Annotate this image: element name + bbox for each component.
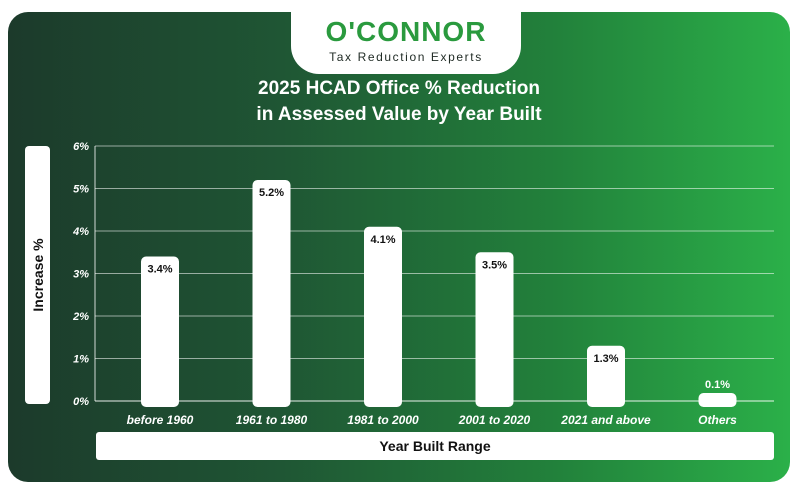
bar-value-label: 1.3% — [593, 353, 618, 365]
x-tick-label: 1961 to 1980 — [236, 413, 308, 427]
bar-value-label: 3.5% — [482, 259, 507, 271]
bar — [252, 180, 291, 407]
bar-value-label: 5.2% — [259, 187, 284, 199]
bar — [698, 393, 737, 407]
bar-value-label: 0.1% — [705, 379, 730, 391]
bar-chart-plot: 0% 1% 2% 3% 4% 5% 6% 3.4% before 1960 5.2% 1961 to… — [72, 141, 774, 427]
brand-name: O'CONNOR — [325, 16, 487, 47]
x-tick-label: Others — [698, 413, 737, 427]
bar-value-label: 3.4% — [147, 264, 172, 276]
chart-card: O'CONNOR Tax Reduction Experts 2025 HCAD… — [8, 12, 790, 482]
y-tick-label: 0% — [73, 396, 89, 408]
bar — [364, 226, 402, 407]
y-tick-label: 2% — [72, 311, 89, 323]
y-tick-label: 3% — [73, 269, 89, 281]
y-tick-label: 1% — [73, 354, 89, 366]
y-tick-label: 6% — [73, 141, 89, 153]
chart-title-line1: 2025 HCAD Office % Reduction — [258, 78, 540, 99]
bar-value-label: 4.1% — [370, 234, 395, 246]
bar — [587, 345, 625, 407]
x-tick-label: 2021 and above — [560, 413, 651, 427]
brand-logo: O'CONNOR Tax Reduction Experts — [291, 12, 521, 74]
x-tick-label: 1981 to 2000 — [347, 413, 419, 427]
y-axis-label-box: Increase % — [25, 146, 50, 404]
brand-tagline: Tax Reduction Experts — [329, 50, 483, 64]
chart-title-line2: in Assessed Value by Year Built — [256, 104, 542, 125]
y-tick-label: 5% — [73, 184, 89, 196]
chart-title: 2025 HCAD Office % Reduction in Assessed… — [8, 76, 790, 128]
x-tick-label: 2001 to 2020 — [458, 413, 531, 427]
x-axis-label: Year Built Range — [96, 432, 774, 460]
bar — [475, 252, 514, 407]
bar — [141, 256, 179, 407]
y-tick-label: 4% — [72, 226, 89, 238]
x-tick-label: before 1960 — [127, 413, 194, 427]
